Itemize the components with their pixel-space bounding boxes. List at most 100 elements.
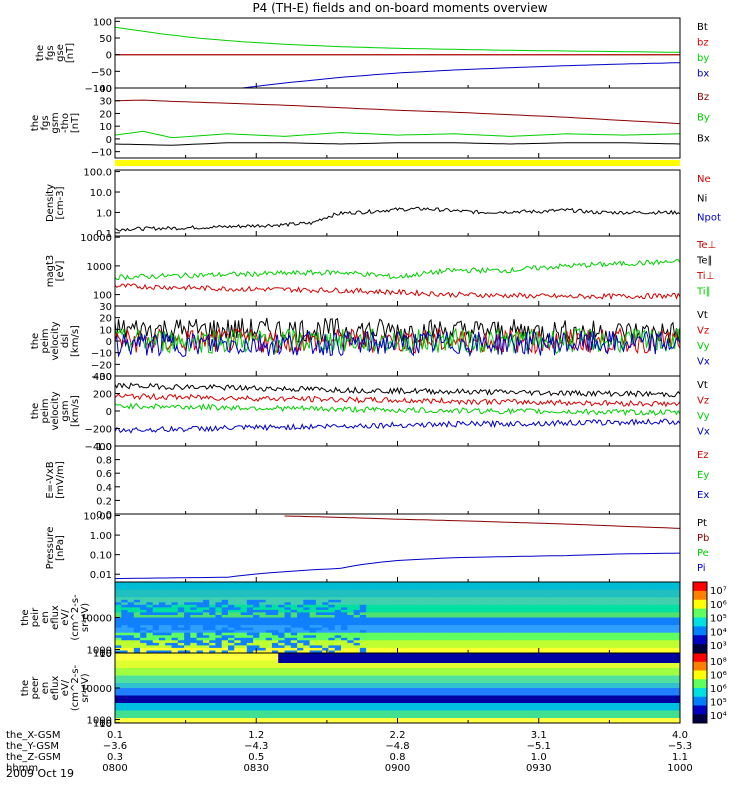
spectrogram-cell [246, 637, 254, 641]
spectrogram-cell [253, 663, 260, 667]
spectrogram-cell [673, 645, 680, 649]
spectrogram-cell [284, 587, 292, 591]
spectrogram-cell [466, 698, 474, 702]
spectrogram-cell [654, 607, 662, 611]
spectrogram-cell [140, 642, 147, 646]
y-axis-label: fgs [45, 45, 56, 60]
spectrogram-cell [667, 655, 675, 659]
spectrogram-cell [623, 589, 631, 593]
spectrogram-cell [265, 622, 273, 626]
spectrogram-cell [491, 655, 499, 659]
spectrogram-cell [403, 612, 411, 616]
spectrogram-cell [554, 637, 562, 641]
legend-entry: Te∥ [696, 256, 713, 267]
spectrogram-cell [560, 620, 568, 624]
plot-area [115, 206, 680, 236]
spectrogram-cell [592, 695, 599, 699]
spectrogram-cell [579, 642, 587, 646]
spectrogram-cell [334, 710, 342, 714]
spectrogram-cell [384, 617, 392, 621]
spectrogram-cell [454, 625, 461, 629]
spectrogram-cell [127, 658, 135, 662]
spectrogram-cell [579, 604, 587, 608]
spectrogram-cell [290, 625, 298, 629]
spectrogram-cell [479, 630, 486, 634]
spectrogram-cell [140, 582, 147, 586]
spectrogram-cell [278, 599, 286, 603]
spectrogram-cell [228, 647, 235, 651]
spectrogram-cell [297, 587, 304, 591]
spectrogram-cell [171, 594, 179, 598]
spectrogram-cell [165, 700, 173, 704]
spectrogram-cell [403, 592, 411, 596]
spectrogram-cell [585, 685, 593, 689]
spectrogram-cell [416, 678, 424, 682]
spectrogram-cell [472, 653, 480, 657]
spectrogram-cell [115, 668, 122, 672]
spectrogram-cell [209, 678, 217, 682]
spectrogram-cell [629, 665, 637, 669]
spectrogram-cell [115, 597, 122, 601]
spectrogram-cell [523, 700, 530, 704]
y-tick-label: 0 [106, 407, 112, 418]
spectrogram-cell [554, 584, 562, 588]
spectrogram-cell [447, 592, 455, 596]
spectrogram-cell [560, 609, 568, 613]
spectrogram-cell [228, 637, 235, 641]
spectrogram-cell [391, 673, 399, 677]
spectrogram-cell [629, 680, 637, 684]
spectrogram-cell [648, 597, 656, 601]
spectrogram-cell [673, 695, 680, 699]
spectrogram-cell [359, 594, 367, 598]
spectrogram-cell [567, 617, 574, 621]
spectrogram-cell [642, 668, 650, 672]
spectrogram-cell [428, 622, 436, 626]
spectrogram-cell [654, 620, 662, 624]
spectrogram-cell [610, 690, 618, 694]
spectrogram-cell [215, 650, 223, 653]
spectrogram-cell [523, 678, 530, 682]
spectrogram-cell [466, 670, 474, 674]
spectrogram-cell [472, 604, 480, 608]
spectrogram-cell [629, 660, 637, 664]
spectrogram-cell [428, 698, 436, 702]
spectrogram-cell [158, 617, 166, 621]
spectrogram-cell [246, 650, 254, 653]
spectrogram-cell [598, 660, 606, 664]
spectrogram-cell [115, 713, 122, 717]
spectrogram-cell [410, 617, 417, 621]
spectrogram-cell [479, 700, 486, 704]
spectrogram-cell [353, 693, 361, 697]
spectrogram-cell [177, 642, 185, 646]
spectrogram-cell [240, 655, 248, 659]
spectrogram-cell [246, 700, 254, 704]
spectrogram-cell [353, 622, 361, 626]
spectrogram-cell [472, 584, 480, 588]
spectrogram-cell [667, 693, 675, 697]
spectrogram-cell [648, 645, 656, 649]
spectrogram-cell [623, 599, 631, 603]
spectrogram-cell [315, 645, 323, 649]
spectrogram-cell [171, 640, 179, 644]
spectrogram-cell [497, 665, 505, 669]
spectrogram-cell [579, 635, 587, 639]
spectrogram-cell [378, 673, 386, 677]
spectrogram-cell [115, 594, 122, 598]
spectrogram-cell [271, 642, 279, 646]
spectrogram-cell [334, 673, 342, 677]
spectrogram-cell [353, 617, 361, 621]
spectrogram-cell [115, 622, 122, 626]
spectrogram-cell [328, 622, 336, 626]
spectrogram-cell [271, 698, 279, 702]
spectrogram-cell [133, 637, 141, 641]
spectrogram-cell [497, 653, 505, 657]
spectrogram-cell [454, 640, 461, 644]
spectrogram-cell [629, 615, 637, 619]
spectrogram-cell [610, 673, 618, 677]
spectrogram-cell [353, 690, 361, 694]
spectrogram-cell [391, 612, 399, 616]
spectrogram-cell [567, 604, 574, 608]
spectrogram-cell [158, 640, 166, 644]
